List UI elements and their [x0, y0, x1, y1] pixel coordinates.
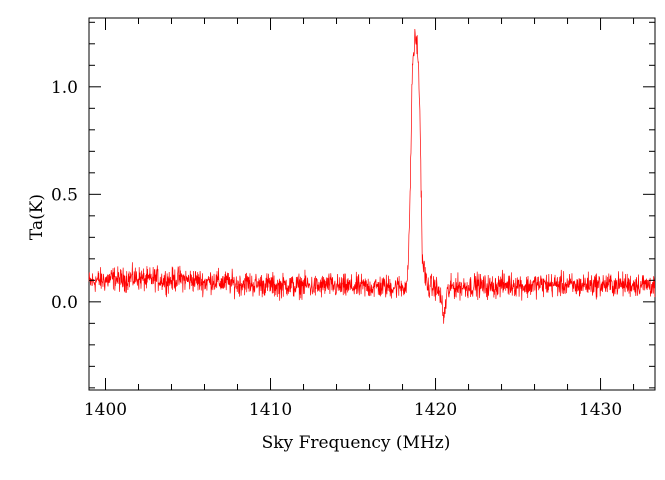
y-tick-label: 0.0 — [51, 293, 78, 313]
y-tick-label: 0.5 — [51, 185, 78, 205]
x-tick-label: 1420 — [414, 400, 457, 420]
ticks-layer — [89, 18, 655, 390]
y-axis-label: Ta(K) — [27, 194, 47, 240]
series-layer — [88, 29, 656, 324]
plot-area-border — [88, 17, 656, 391]
x-tick-label: 1410 — [249, 400, 292, 420]
x-tick-label: 1430 — [579, 400, 622, 420]
x-axis-label: Sky Frequency (MHz) — [262, 433, 451, 453]
y-tick-label: 1.0 — [51, 78, 78, 98]
spectrum-series-line — [88, 29, 656, 324]
x-tick-label: 1400 — [84, 400, 127, 420]
plot-frame — [88, 17, 656, 391]
tick-labels-layer: 1400 1410 1420 1430 0.0 0.5 1.0 — [51, 78, 622, 420]
